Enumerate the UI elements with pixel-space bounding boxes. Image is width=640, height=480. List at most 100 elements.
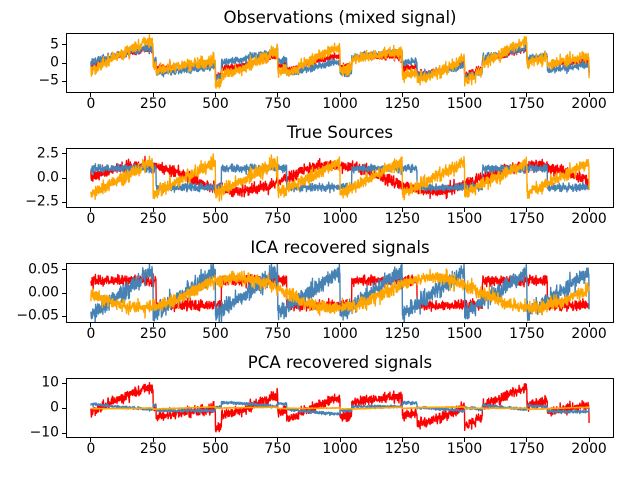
y-tick [62,201,66,203]
x-tick [215,208,216,212]
x-tick-label: 750 [264,326,291,342]
x-tick [526,208,528,212]
x-tick-label: 500 [202,211,229,227]
x-tick [277,438,279,442]
x-tick-label: 1500 [446,96,483,112]
plot-title-true-sources: True Sources [286,123,394,142]
y-tick-label: 0.05 [28,261,59,278]
x-tick [277,93,279,97]
y-tick-label: −5 [38,72,59,89]
x-tick [588,323,590,327]
x-tick-label: 1250 [384,211,420,227]
axes-observations: 0 250 500 750 1000 1250 1500 1750 2000 5 0 −5 [39,33,614,112]
x-tick-label: 0 [86,441,96,457]
axes-true-sources: 0 250 500 750 1000 1250 1500 1750 2000 2.5 0.0 −2.5 [25,146,614,227]
y-tick [62,153,66,155]
x-tick-label: 500 [202,441,229,457]
x-tick [401,438,403,442]
y-tick [62,177,66,179]
x-tick [339,323,341,327]
x-tick [90,323,92,327]
x-tick-label: 1000 [322,211,358,227]
y-tick [62,382,66,384]
x-tick-label: 1750 [509,211,545,227]
x-tick [339,208,341,212]
x-tick-label: 1250 [384,326,420,342]
y-tick-label: −2.5 [25,193,59,210]
x-tick-label: 750 [264,211,291,227]
x-tick [339,93,341,97]
x-tick [215,93,216,97]
y-tick-label: −10 [29,424,59,441]
x-tick-label: 1750 [509,96,545,112]
x-tick [588,208,590,212]
plot-canvas-0 [66,33,614,93]
x-tick [464,438,465,442]
x-tick [215,438,216,442]
axes-ica: 0 250 500 750 1000 1250 1500 1750 2000 0.05 0.00 −0… [16,262,614,342]
x-tick [588,438,590,442]
x-tick-label: 0 [86,96,96,112]
x-tick [401,93,403,97]
y-tick-label: 2.5 [36,145,59,162]
x-tick [152,93,154,97]
axes-pca: 0 250 500 750 1000 1250 1500 1750 2000 10 0 −10 [30,375,614,457]
x-tick [526,93,528,97]
plot-title-ica: ICA recovered signals [250,238,430,257]
x-tick [152,323,154,327]
y-tick-label: 0.00 [28,284,59,301]
x-tick-label: 250 [139,96,167,112]
x-tick-label: 500 [202,326,229,342]
y-tick-label: 10 [41,374,59,391]
x-tick-label: 0 [86,211,96,227]
y-tick-label: 5 [50,36,59,53]
y-tick [62,432,66,434]
x-tick-label: 1000 [322,96,358,112]
plot-title-observations: Observations (mixed signal) [223,8,457,27]
x-tick [90,438,92,442]
x-tick-label: 2000 [571,211,607,227]
x-tick [277,208,279,212]
x-tick-label: 1750 [509,326,545,342]
x-tick-label: 1500 [446,211,483,227]
y-tick-label: −0.05 [16,307,59,324]
x-tick-label: 2000 [571,441,607,457]
x-tick [464,93,465,97]
y-tick [62,315,66,317]
x-tick [526,323,528,327]
y-tick [62,44,66,46]
y-tick [62,292,66,294]
plot-canvas-1 [66,148,614,208]
plot-canvas-3 [66,378,614,438]
x-tick-label: 1000 [322,441,358,457]
x-tick [152,208,154,212]
x-tick-label: 1500 [446,441,483,457]
x-tick-label: 1250 [384,96,420,112]
x-tick [277,323,279,327]
x-tick [152,438,154,442]
x-tick-label: 500 [202,96,229,112]
x-tick [464,323,465,327]
x-tick [526,438,528,442]
x-tick-label: 0 [86,326,96,342]
plot-canvas-2 [66,263,614,323]
x-tick [339,438,341,442]
y-tick [62,269,66,271]
x-tick-label: 250 [139,441,167,457]
y-tick-label: 0 [50,54,59,71]
y-tick [62,80,66,82]
y-tick-label: 0.0 [36,169,59,186]
x-tick [588,93,590,97]
x-tick-label: 2000 [571,96,607,112]
x-tick [90,208,92,212]
x-tick [401,323,403,327]
y-tick [62,407,66,409]
x-tick [90,93,92,97]
x-tick [215,323,216,327]
x-tick-label: 250 [139,326,167,342]
plot-title-pca: PCA recovered signals [247,353,433,372]
x-tick-label: 1000 [322,326,358,342]
x-tick-label: 1500 [446,326,483,342]
x-tick-label: 1750 [509,441,545,457]
